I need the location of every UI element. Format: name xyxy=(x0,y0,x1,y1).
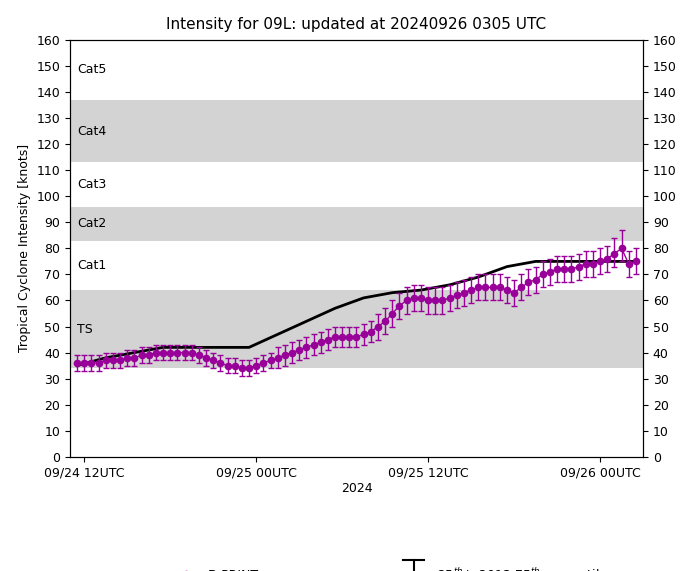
Text: TS: TS xyxy=(77,323,92,336)
Text: 25$^{th}$ \u2013 75$^{th}$ percentile: 25$^{th}$ \u2013 75$^{th}$ percentile xyxy=(437,566,607,571)
Bar xyxy=(70,290,643,368)
Bar xyxy=(70,240,643,290)
Text: Cat3: Cat3 xyxy=(77,178,106,191)
Y-axis label: Tropical Cyclone Intensity [knots]: Tropical Cyclone Intensity [knots] xyxy=(17,144,31,352)
Text: Cat5: Cat5 xyxy=(77,63,106,77)
Bar xyxy=(70,100,643,162)
Bar xyxy=(70,40,643,100)
Title: Intensity for 09L: updated at 20240926 0305 UTC: Intensity for 09L: updated at 20240926 0… xyxy=(166,17,547,32)
Text: Cat1: Cat1 xyxy=(77,259,106,272)
Bar xyxy=(70,162,643,207)
X-axis label: 2024: 2024 xyxy=(340,482,373,495)
Text: Cat2: Cat2 xyxy=(77,217,106,230)
Bar xyxy=(70,207,643,240)
Text: Cat4: Cat4 xyxy=(77,124,106,138)
